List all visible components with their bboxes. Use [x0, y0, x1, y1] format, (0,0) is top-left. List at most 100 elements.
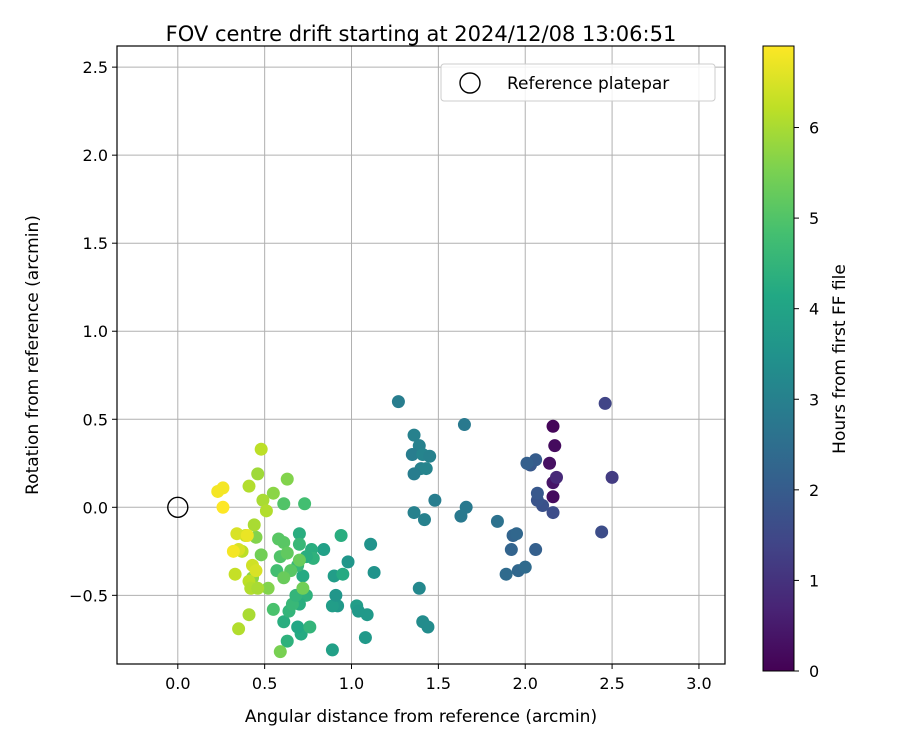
data-point [280, 634, 294, 648]
data-point [405, 447, 419, 461]
colorbar: 0 1 2 3 4 5 6 Hours from first FF file [762, 45, 850, 681]
data-point [543, 456, 557, 470]
colorbar-label: Hours from first FF file [830, 264, 850, 454]
data-point [546, 506, 560, 520]
y-tick-label: 0.0 [83, 498, 108, 517]
data-point [417, 513, 431, 527]
data-point [499, 567, 513, 581]
data-point [504, 543, 518, 557]
grid [117, 46, 725, 664]
y-tick-label: 1.0 [83, 322, 108, 341]
data-point [251, 581, 265, 595]
data-point [266, 602, 280, 616]
data-point [261, 581, 275, 595]
y-axis-ticks: −0.5 0.0 0.5 1.0 1.5 2.0 2.5 [69, 58, 117, 605]
data-point [232, 622, 246, 636]
colorbar-tick-label: 1 [809, 571, 819, 590]
data-point [273, 645, 287, 659]
data-point [298, 497, 312, 511]
data-point [364, 537, 378, 551]
y-tick-label: 0.5 [83, 410, 108, 429]
colorbar-bar [762, 45, 795, 672]
plot-frame [116, 45, 726, 665]
data-point [247, 518, 261, 532]
data-point [605, 470, 619, 484]
data-point [317, 543, 331, 557]
y-tick-label: −0.5 [69, 586, 108, 605]
colorbar-ticks: 0 1 2 3 4 5 6 [794, 119, 819, 681]
y-axis-label: Rotation from reference (arcmin) [23, 215, 43, 495]
data-point [277, 497, 291, 511]
data-point [277, 571, 291, 585]
data-point [292, 537, 306, 551]
data-point [407, 467, 421, 481]
data-point [277, 615, 291, 629]
data-point [254, 442, 268, 456]
legend-box [440, 63, 716, 102]
data-point [325, 643, 339, 657]
y-tick-label: 2.0 [83, 146, 108, 165]
data-point [325, 599, 339, 613]
colorbar-tick-label: 4 [809, 300, 819, 319]
data-point [280, 472, 294, 486]
data-point [296, 569, 310, 583]
data-point [292, 553, 306, 567]
reference-marker-group [167, 496, 189, 518]
x-tick-label: 2.5 [599, 674, 624, 693]
colorbar-tick-label: 5 [809, 209, 819, 228]
data-point [240, 528, 254, 542]
data-point [228, 567, 242, 581]
data-point [216, 500, 230, 514]
data-point [292, 527, 306, 541]
legend: Reference platepar [440, 63, 716, 102]
colorbar-tick-label: 6 [809, 119, 819, 138]
data-point [211, 484, 225, 498]
x-axis-label: Angular distance from reference (arcmin) [245, 707, 597, 727]
data-point [412, 581, 426, 595]
data-point [303, 620, 317, 634]
data-point [266, 486, 280, 500]
data-point [454, 509, 468, 523]
data-point [242, 608, 256, 622]
data-point [341, 555, 355, 569]
x-tick-label: 3.0 [686, 674, 711, 693]
data-point [226, 544, 240, 558]
data-point [421, 620, 435, 634]
data-point [407, 428, 421, 442]
data-point [490, 514, 504, 528]
data-point [598, 396, 612, 410]
data-point [546, 490, 560, 504]
data-point [407, 506, 421, 520]
x-tick-label: 0.0 [165, 674, 190, 693]
data-point [546, 419, 560, 433]
legend-marker-icon [459, 72, 481, 94]
x-tick-label: 1.5 [426, 674, 451, 693]
data-point [548, 439, 562, 453]
data-point [249, 564, 263, 578]
data-point [251, 467, 265, 481]
data-point [520, 456, 534, 470]
data-point [428, 493, 442, 507]
scatter-points [211, 395, 619, 659]
data-point [351, 604, 365, 618]
data-point [230, 527, 244, 541]
x-axis-ticks: 0.0 0.5 1.0 1.5 2.0 2.5 3.0 [165, 664, 712, 693]
colorbar-tick-label: 3 [809, 390, 819, 409]
data-point [549, 470, 563, 484]
data-point [296, 581, 310, 595]
data-point [391, 395, 405, 409]
data-point [457, 418, 471, 432]
data-point [334, 528, 348, 542]
data-point [367, 565, 381, 579]
x-tick-label: 1.0 [339, 674, 364, 693]
data-point [280, 546, 294, 560]
data-point [254, 548, 268, 562]
colorbar-tick-label: 2 [809, 481, 819, 500]
data-point [256, 493, 270, 507]
data-point [336, 567, 350, 581]
data-point [291, 620, 305, 634]
y-tick-label: 2.5 [83, 58, 108, 77]
data-point [510, 527, 524, 541]
data-point [595, 525, 609, 539]
